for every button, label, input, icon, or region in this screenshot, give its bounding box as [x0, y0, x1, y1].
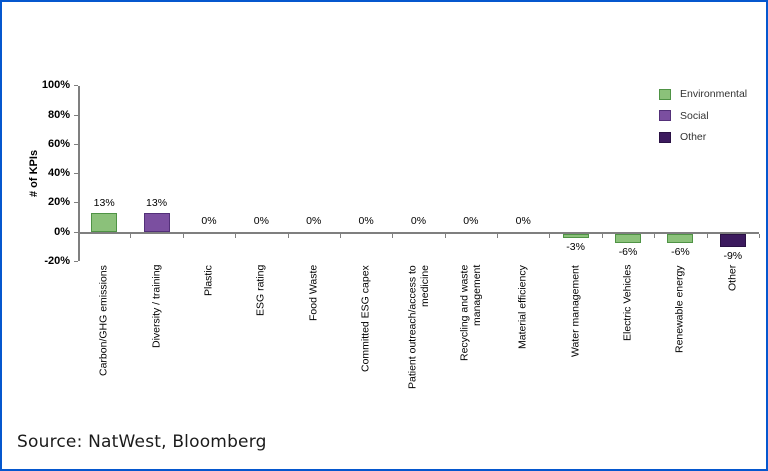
- x-tick: [339, 234, 341, 238]
- bar-renewable-energy: [667, 234, 694, 243]
- bar-value-label: 0%: [515, 215, 531, 227]
- bar-value-label: 0%: [253, 215, 269, 227]
- y-tick-label: 100%: [41, 79, 70, 92]
- x-tick: [130, 234, 132, 238]
- y-tick-label: 80%: [47, 108, 70, 121]
- category-label-esg-rating: ESG rating: [255, 265, 268, 317]
- legend-label: Social: [680, 109, 709, 122]
- legend-swatch-icon: [659, 110, 671, 121]
- bar-value-label: 0%: [306, 215, 322, 227]
- y-tick: [74, 173, 78, 174]
- category-label-plastic: Plastic: [202, 265, 215, 296]
- bar-value-label: -9%: [723, 250, 743, 263]
- x-tick: [287, 234, 289, 238]
- bar-value-label: -6%: [618, 245, 638, 258]
- category-label-committed-esg-capex: Committed ESG capex: [359, 265, 372, 372]
- category-label-diversity-training: Diversity / training: [150, 265, 163, 349]
- legend-label: Environmental: [680, 88, 748, 100]
- y-tick-label: 20%: [47, 196, 70, 209]
- x-tick: [706, 234, 708, 238]
- bar-diversity-training: [143, 212, 170, 232]
- x-axis-line: [78, 232, 759, 234]
- x-tick: [392, 234, 394, 238]
- y-tick: [74, 85, 78, 87]
- x-tick: [601, 234, 603, 238]
- legend-item-environmental: Environmental: [659, 88, 747, 100]
- x-tick: [444, 234, 446, 238]
- y-tick: [74, 260, 78, 262]
- bar-value-label: 0%: [358, 215, 374, 227]
- x-tick: [549, 234, 551, 238]
- y-tick-label: -20%: [44, 254, 70, 267]
- legend-item-social: Social: [659, 110, 747, 122]
- bar-value-label: -6%: [671, 245, 690, 258]
- y-tick: [74, 114, 78, 116]
- category-label-electric-vehicles: Electric Vehicles: [621, 265, 634, 342]
- y-tick: [74, 202, 78, 204]
- category-label-other: Other: [726, 265, 739, 292]
- bar-water-management: [562, 234, 589, 239]
- bar-value-label: 13%: [146, 196, 168, 209]
- category-label-patient-outreach-access-to-medicine: Patient outreach/access to medicine: [405, 265, 431, 389]
- y-tick-label: 0%: [54, 225, 70, 238]
- category-label-renewable-energy: Renewable energy: [674, 265, 687, 353]
- y-axis-line: [78, 85, 80, 262]
- bar-value-label: 13%: [93, 196, 115, 209]
- bar-carbon-ghg-emissions: [91, 212, 118, 232]
- y-tick-label: 40%: [47, 167, 70, 179]
- x-tick: [497, 234, 499, 238]
- legend-swatch-icon: [659, 131, 671, 143]
- x-tick: [235, 234, 237, 238]
- bar-value-label: 0%: [410, 215, 427, 227]
- category-label-water-management: Water management: [569, 265, 582, 357]
- bar-electric-vehicles: [615, 234, 642, 243]
- category-label-food-waste: Food Waste: [307, 265, 320, 322]
- source-note: Source: NatWest, Bloomberg: [17, 432, 267, 452]
- bar-value-label: 0%: [463, 215, 479, 227]
- legend-item-other: Other: [659, 131, 747, 143]
- legend: Environmental Social Other: [659, 88, 747, 153]
- x-tick: [654, 234, 656, 238]
- legend-swatch-icon: [659, 88, 671, 100]
- bar-value-label: 0%: [201, 215, 217, 227]
- x-tick: [182, 234, 184, 238]
- y-tick: [74, 231, 78, 233]
- bar-value-label: -3%: [566, 241, 585, 254]
- category-label-material-efficiency: Material efficiency: [516, 265, 529, 349]
- y-tick-label: 60%: [47, 137, 70, 150]
- category-label-recycling-and-waste-management: Recycling and waste management: [458, 265, 483, 362]
- x-tick: [78, 234, 79, 238]
- legend-label: Other: [680, 131, 707, 143]
- category-label-carbon-ghg-emissions: Carbon/GHG emissions: [97, 265, 110, 376]
- y-tick: [74, 143, 78, 145]
- bar-other: [719, 234, 746, 248]
- x-tick: [759, 234, 760, 238]
